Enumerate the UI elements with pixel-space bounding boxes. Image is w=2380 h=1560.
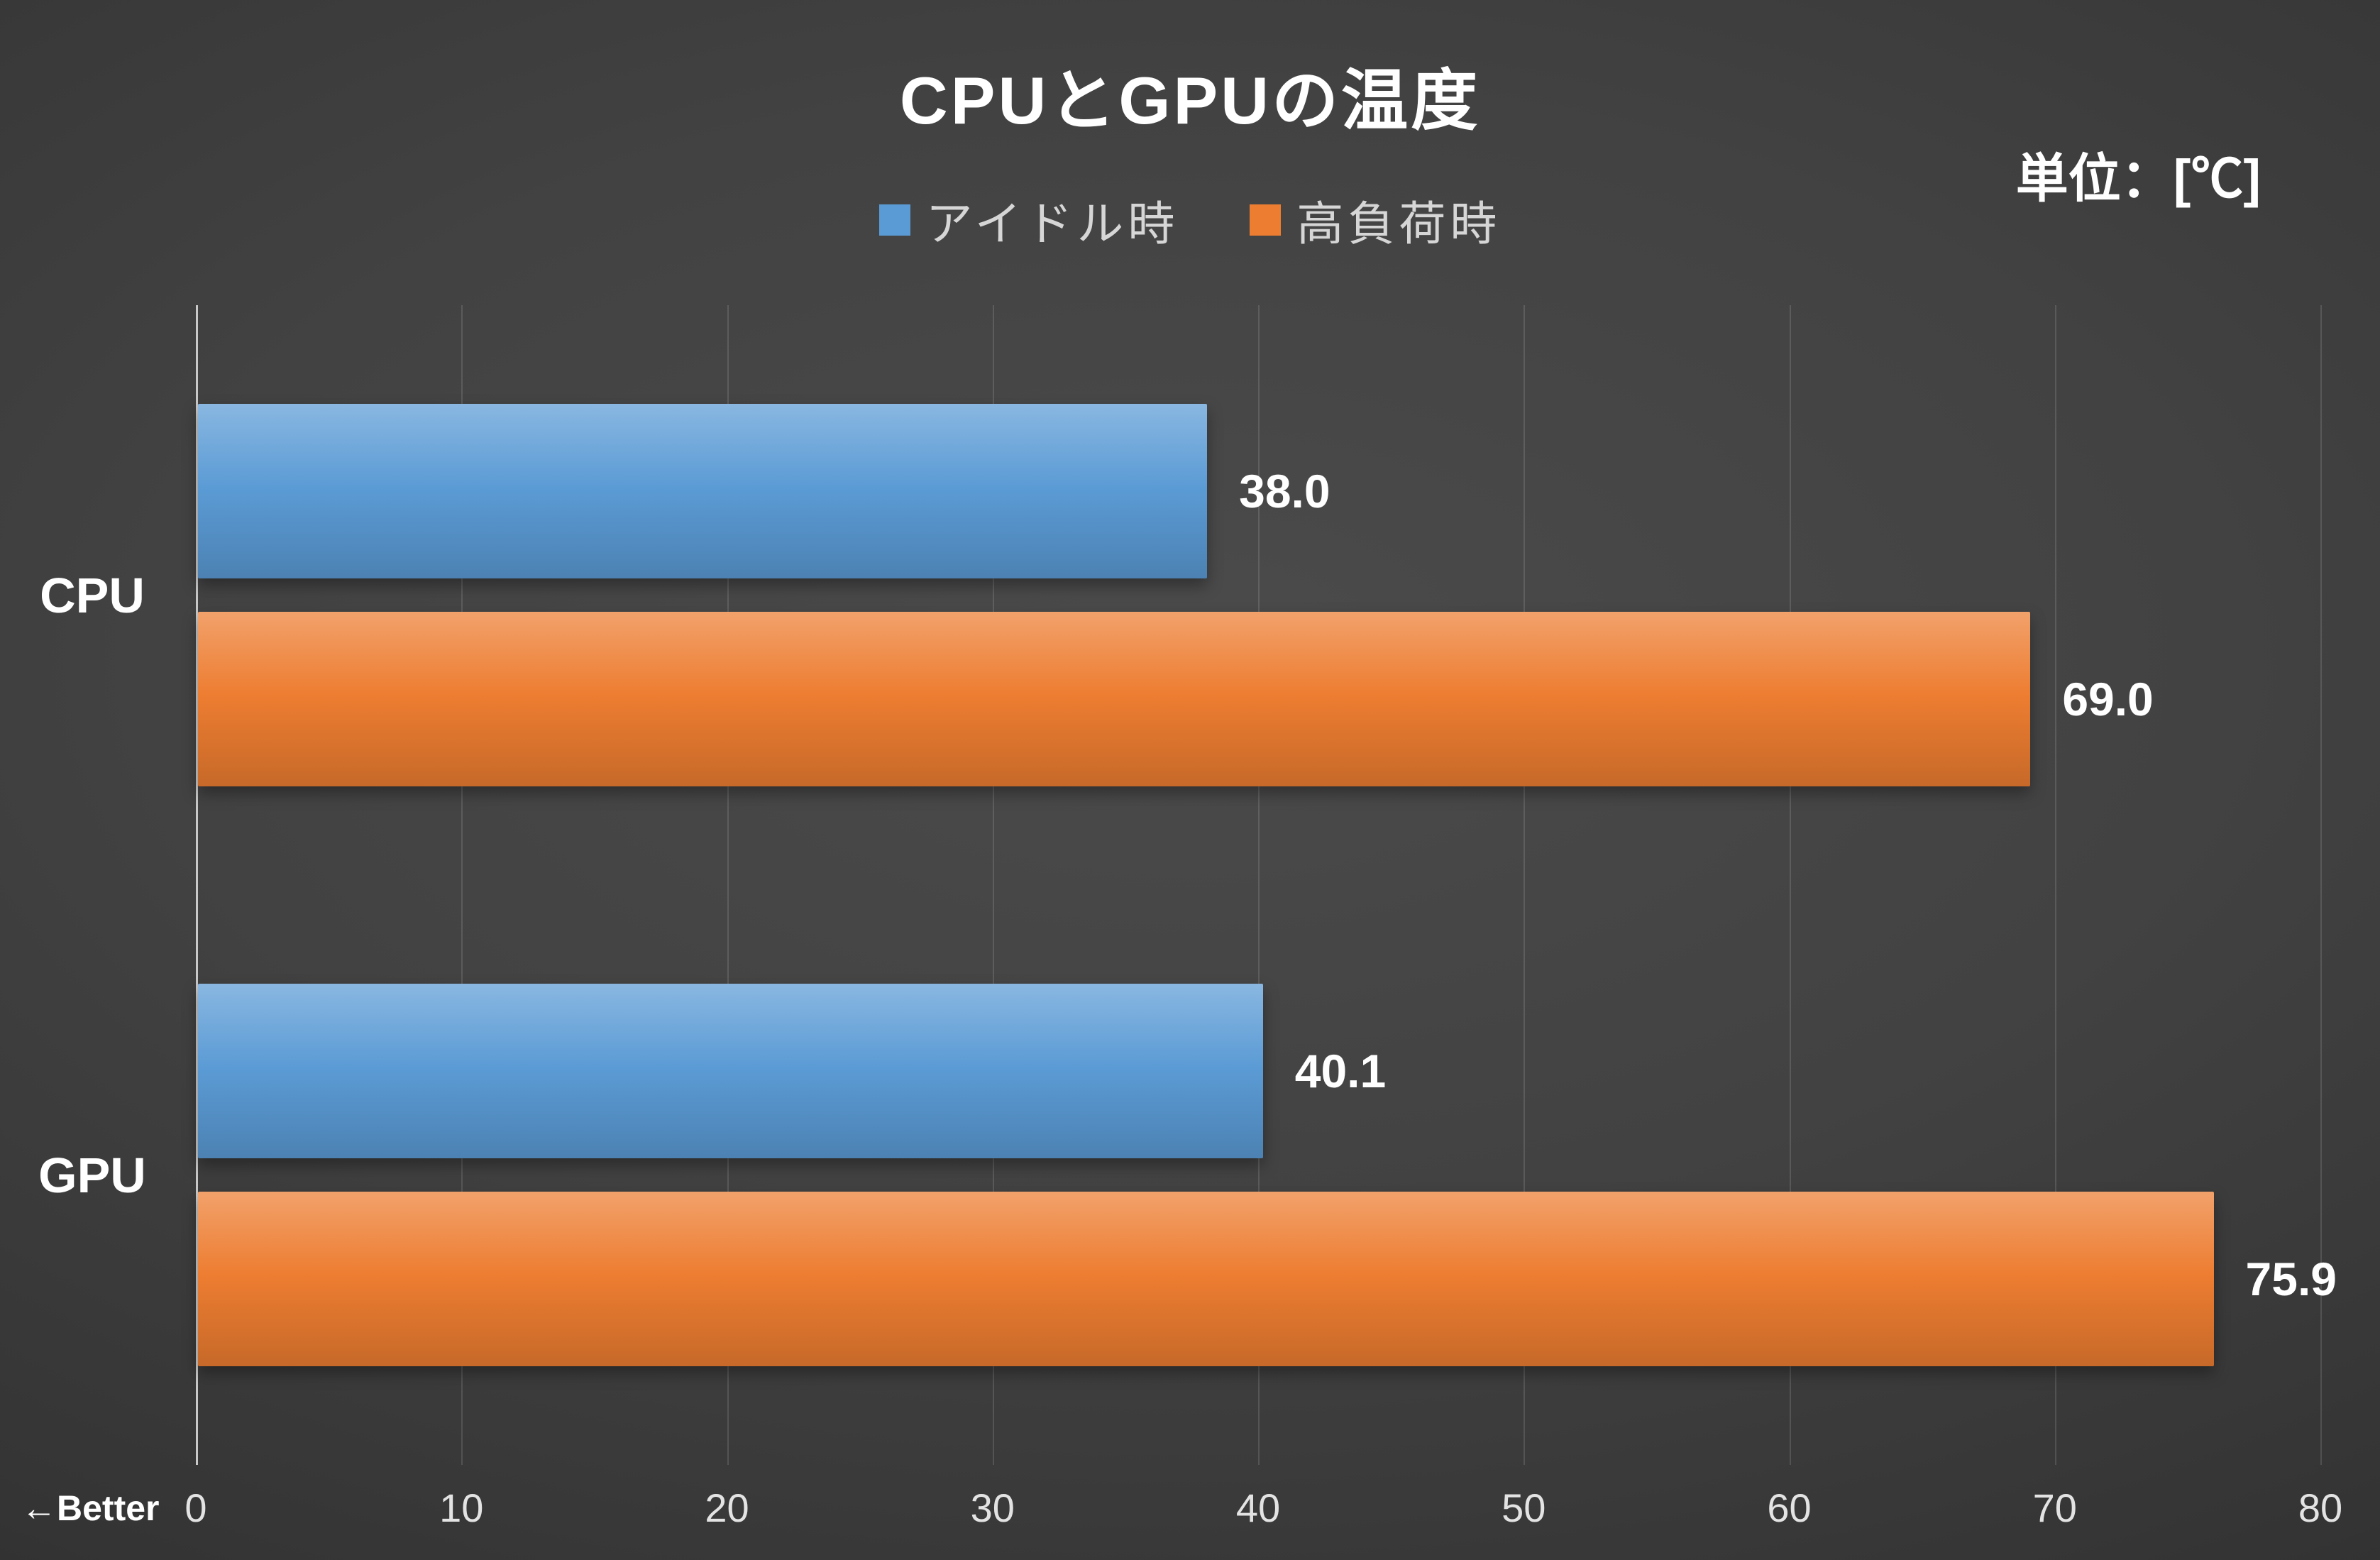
bar-cpu-series-0 [198, 404, 1208, 578]
gridline-70 [2054, 305, 2056, 1465]
chart-title: CPUとGPUの温度 [899, 63, 1481, 138]
better-label: ←Better [21, 1488, 160, 1528]
x-tick-label-10: 10 [439, 1485, 484, 1530]
value-label-cpu-series-0: 38.0 [1239, 465, 1331, 517]
legend-swatch-0 [878, 204, 910, 236]
plot-area: 0 10 20 30 40 50 60 70 80 38.0 69.0 CPU 40.1 75.9 GPU [38, 305, 2342, 1530]
bar-gpu-series-0 [198, 984, 1263, 1158]
legend: アイドル時 高負荷時 [0, 186, 2380, 254]
gridline-10 [461, 305, 463, 1465]
x-tick-label-40: 40 [1235, 1485, 1281, 1530]
y-axis-line [196, 305, 198, 1465]
category-label-gpu: GPU [38, 1147, 146, 1203]
legend-label-0: アイドル時 [925, 197, 1179, 250]
gridline-60 [1789, 305, 1791, 1465]
legend-item-1: 高負荷時 [1250, 186, 1501, 254]
x-tick-label-0: 0 [184, 1485, 207, 1530]
legend-swatch-1 [1250, 204, 1282, 236]
x-tick-label-70: 70 [2032, 1485, 2077, 1530]
value-label-cpu-series-1: 69.0 [2062, 673, 2154, 725]
legend-item-0: アイドル時 [878, 186, 1179, 254]
unit-label: 単位：[℃] [2015, 149, 2261, 208]
x-tick-label-20: 20 [705, 1485, 749, 1530]
x-tick-label-60: 60 [1767, 1485, 1812, 1530]
x-tick-label-50: 50 [1502, 1485, 1546, 1530]
bar-cpu-series-1 [198, 612, 2031, 786]
gridline-80 [2320, 305, 2322, 1465]
category-label-cpu: CPU [40, 567, 145, 623]
legend-label-1: 高負荷時 [1296, 197, 1502, 250]
value-label-gpu-series-0: 40.1 [1294, 1045, 1387, 1097]
bar-gpu-series-1 [198, 1192, 2214, 1366]
x-tick-label-80: 80 [2298, 1485, 2343, 1530]
gridline-20 [727, 305, 729, 1465]
gridline-40 [1258, 305, 1260, 1465]
value-label-gpu-series-1: 75.9 [2245, 1253, 2337, 1305]
x-tick-label-30: 30 [970, 1485, 1015, 1530]
gridline-30 [992, 305, 994, 1465]
gridline-50 [1524, 305, 1526, 1465]
